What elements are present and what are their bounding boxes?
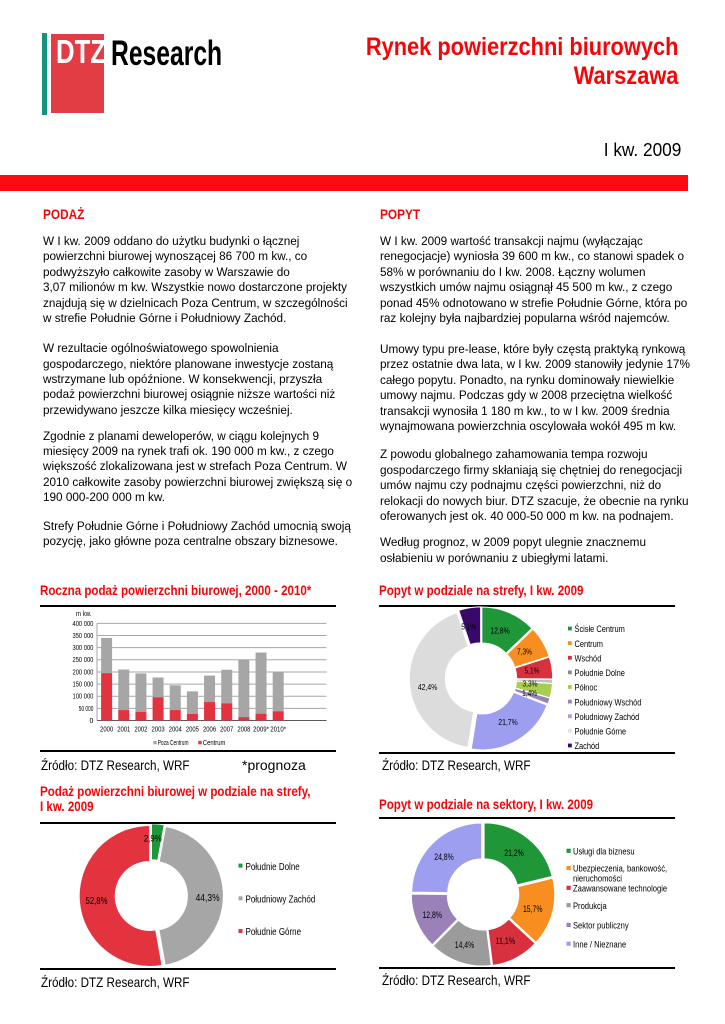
svg-text:Południe Górne: Południe Górne: [574, 726, 626, 737]
svg-text:2009*: 2009*: [253, 724, 269, 733]
svg-text:250 000: 250 000: [73, 655, 94, 664]
svg-text:21,7%: 21,7%: [498, 717, 518, 727]
svg-text:5,1%: 5,1%: [461, 621, 476, 631]
svg-text:Wschód: Wschód: [574, 653, 601, 664]
svg-text:150 000: 150 000: [73, 679, 94, 688]
svg-text:2006: 2006: [203, 724, 216, 733]
svg-text:Poza Centrum: Poza Centrum: [158, 738, 189, 747]
svg-text:Ubezpieczenia, bankowość,: Ubezpieczenia, bankowość,: [573, 863, 667, 874]
svg-text:350 000: 350 000: [73, 631, 94, 640]
svg-text:2003: 2003: [152, 724, 165, 733]
svg-text:52,8%: 52,8%: [86, 895, 108, 907]
svg-text:200 000: 200 000: [73, 667, 94, 676]
svg-text:Południe Dolne: Południe Dolne: [246, 861, 300, 872]
svg-text:15,7%: 15,7%: [523, 904, 543, 914]
svg-text:300 000: 300 000: [73, 643, 94, 652]
svg-text:Centrum: Centrum: [574, 638, 602, 649]
svg-text:m kw.: m kw.: [76, 609, 92, 618]
svg-text:Zachód: Zachód: [574, 740, 599, 751]
svg-text:0: 0: [90, 716, 94, 725]
svg-text:Południowy Zachód: Południowy Zachód: [246, 894, 316, 905]
svg-text:42,4%: 42,4%: [418, 682, 438, 692]
svg-text:2007: 2007: [220, 724, 233, 733]
svg-text:Usługi dla biznesu: Usługi dla biznesu: [573, 846, 635, 857]
svg-text:21,2%: 21,2%: [504, 848, 524, 858]
svg-text:7,3%: 7,3%: [517, 647, 532, 657]
svg-text:Sektor publiczny: Sektor publiczny: [573, 920, 629, 931]
svg-text:44,3%: 44,3%: [196, 892, 220, 904]
svg-text:5,1%: 5,1%: [525, 666, 540, 676]
svg-text:11,1%: 11,1%: [496, 936, 516, 946]
svg-text:2,9%: 2,9%: [144, 834, 162, 844]
svg-text:12,8%: 12,8%: [422, 910, 442, 920]
svg-text:Ścisłe Centrum: Ścisłe Centrum: [574, 622, 624, 634]
svg-text:Południe Górne: Południe Górne: [246, 926, 302, 937]
svg-text:12,8%: 12,8%: [490, 626, 510, 636]
svg-text:100 000: 100 000: [73, 692, 94, 701]
svg-text:Południe Dolne: Południe Dolne: [574, 667, 625, 678]
svg-text:2004: 2004: [169, 724, 182, 733]
svg-text:3,3%: 3,3%: [523, 678, 538, 688]
svg-text:Północ: Północ: [574, 682, 597, 693]
svg-text:50 000: 50 000: [79, 704, 94, 713]
svg-text:Południowy Wschód: Południowy Wschód: [574, 696, 641, 707]
svg-text:Zaawansowane technologie: Zaawansowane technologie: [573, 883, 667, 894]
svg-text:400 000: 400 000: [73, 619, 94, 628]
svg-text:Produkcja: Produkcja: [573, 900, 607, 911]
svg-text:nieruchomości: nieruchomości: [573, 873, 622, 884]
svg-text:1,4%: 1,4%: [522, 688, 537, 698]
svg-text:2001: 2001: [117, 724, 130, 733]
svg-text:24,8%: 24,8%: [434, 852, 454, 862]
svg-text:14,4%: 14,4%: [455, 940, 475, 950]
svg-text:2005: 2005: [186, 724, 199, 733]
svg-text:Centrum: Centrum: [203, 738, 226, 747]
svg-text:2010*: 2010*: [270, 724, 286, 733]
svg-text:2008: 2008: [237, 724, 250, 733]
svg-text:2002: 2002: [134, 724, 147, 733]
svg-text:2000: 2000: [100, 724, 113, 733]
svg-text:Inne / Nieznane: Inne / Nieznane: [573, 938, 626, 949]
svg-text:Południowy Zachód: Południowy Zachód: [574, 711, 639, 722]
